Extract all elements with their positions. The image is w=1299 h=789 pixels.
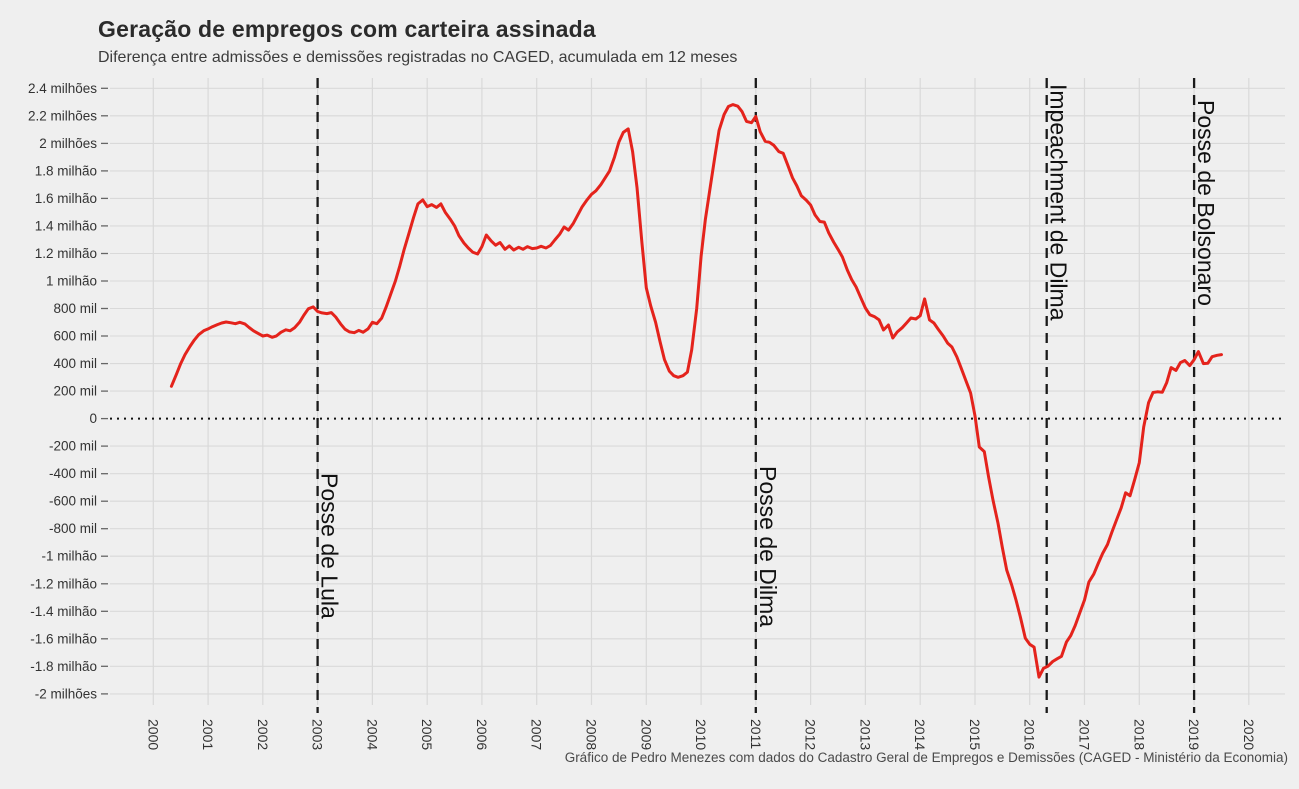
x-tick-label-2017: 2017 [1077, 719, 1093, 750]
x-tick-label-2001: 2001 [200, 719, 216, 750]
y-tick-label: 0 [89, 411, 97, 426]
x-tick-label-2019: 2019 [1186, 719, 1202, 750]
x-tick-label-2014: 2014 [912, 719, 928, 750]
y-tick-label: 2.4 milhões [28, 81, 97, 96]
x-tick-label-2015: 2015 [967, 719, 983, 750]
chart-caption: Gráfico de Pedro Menezes com dados do Ca… [564, 750, 1288, 765]
y-tick-label: 1.6 milhão [35, 191, 97, 206]
x-tick-label-2018: 2018 [1131, 719, 1147, 750]
y-tick-label: -2 milhões [35, 686, 98, 701]
y-tick-label: -1.8 milhão [30, 659, 97, 674]
y-tick-label: -1 milhão [41, 549, 97, 564]
event-label-0: Posse de Lula [317, 473, 343, 619]
chart-title: Geração de empregos com carteira assinad… [98, 16, 596, 42]
chart-subtitle: Diferença entre admissões e demissões re… [98, 49, 738, 66]
y-tick-label: 1 milhão [46, 274, 97, 289]
y-tick-label: -1.6 milhão [30, 631, 97, 646]
y-tick-label: 2 milhões [39, 136, 97, 151]
y-tick-label: 1.4 milhão [35, 218, 97, 233]
event-label-3: Posse de Bolsonaro [1193, 100, 1219, 306]
x-tick-label-2010: 2010 [693, 719, 709, 750]
y-tick-label: 2.2 milhões [28, 108, 97, 123]
grid-horizontal [110, 87, 1285, 695]
x-tick-label-2013: 2013 [857, 719, 873, 750]
y-tick-label: -1.4 milhão [30, 604, 97, 619]
y-tick-label: -600 mil [49, 494, 97, 509]
event-label-1: Posse de Dilma [755, 466, 781, 627]
x-tick-label-2011: 2011 [748, 719, 764, 749]
x-tick-label-2002: 2002 [255, 719, 271, 750]
event-annotations: Posse de Lula Posse de Dilma Impeachment d… [316, 78, 1219, 713]
y-tick-label: -1.2 milhão [30, 576, 97, 591]
x-tick-label-2003: 2003 [310, 719, 326, 750]
y-tick-label: 800 mil [53, 301, 97, 316]
y-tick-label: -200 mil [49, 439, 97, 454]
event-label-2: Impeachment de Dilma [1046, 84, 1072, 321]
x-tick-label-2012: 2012 [803, 719, 819, 750]
x-tick-label-2005: 2005 [419, 719, 435, 750]
x-tick-label-2006: 2006 [474, 719, 490, 750]
y-tick-label: 1.8 milhão [35, 163, 97, 178]
y-tick-label: 600 mil [53, 329, 97, 344]
x-tick-label-2008: 2008 [584, 719, 600, 750]
x-tick-label-2016: 2016 [1022, 719, 1038, 750]
y-tick-label: 1.2 milhão [35, 246, 97, 261]
x-tick-label-2004: 2004 [364, 719, 380, 750]
x-tick-label-2020: 2020 [1241, 719, 1257, 750]
x-axis-labels: 2000 2001 2002 2003 2004 2005 2006 2007 2008 2009… [145, 719, 1257, 750]
y-tick-label: -400 mil [49, 466, 97, 481]
y-axis-labels: 2.4 milhões 2.2 milhões 2 milhões 1.8 milhã… [28, 81, 108, 701]
y-tick-label: 200 mil [53, 384, 97, 399]
y-tick-label: -800 mil [49, 521, 97, 536]
y-tick-label: 400 mil [53, 356, 97, 371]
series-line-jobs [169, 103, 1223, 679]
x-tick-label-2009: 2009 [638, 719, 654, 750]
x-tick-label-2007: 2007 [529, 719, 545, 750]
x-tick-label-2000: 2000 [145, 719, 161, 750]
